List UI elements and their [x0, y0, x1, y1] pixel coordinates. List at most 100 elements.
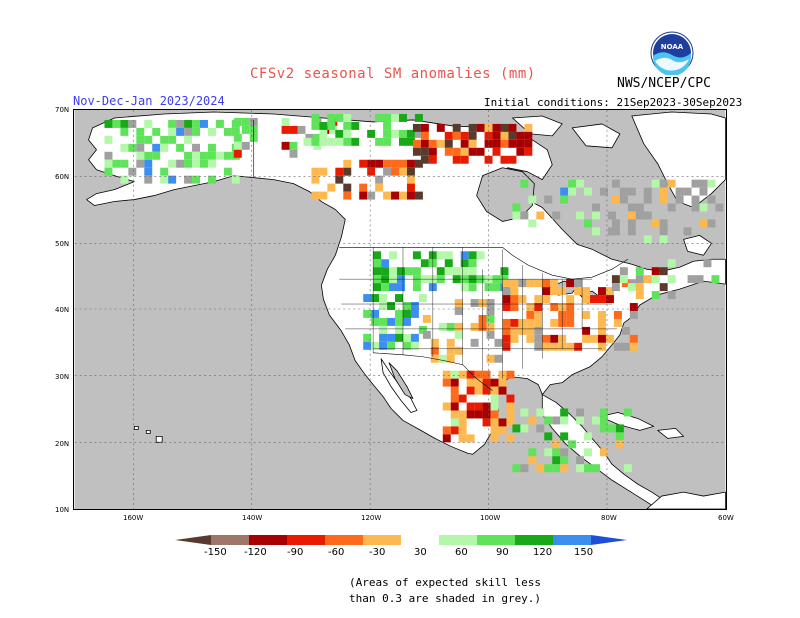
- anomaly-cell: [635, 211, 644, 220]
- anomaly-cell: [520, 211, 529, 220]
- anomaly-cell: [207, 159, 216, 168]
- anomaly-cell: [414, 191, 423, 200]
- colorbar-label-60: 60: [455, 547, 468, 558]
- anomaly-cell: [363, 294, 372, 303]
- anomaly-cell: [490, 426, 499, 435]
- anomaly-cell: [552, 440, 561, 449]
- anomaly-cell: [508, 139, 517, 148]
- anomaly-cell: [363, 341, 372, 350]
- anomaly-cell: [373, 259, 382, 268]
- anomaly-cell: [651, 267, 660, 276]
- anomaly-cell: [418, 294, 427, 303]
- newfoundland: [683, 234, 712, 256]
- anomaly-cell: [450, 370, 459, 379]
- anomaly-cell: [560, 416, 569, 425]
- anomaly-cell: [207, 151, 216, 160]
- anomaly-cell: [560, 195, 569, 204]
- anomaly-cell: [568, 187, 577, 196]
- anomaly-cell: [486, 354, 495, 363]
- anomaly-cell: [476, 123, 485, 132]
- anomaly-cell: [406, 175, 415, 184]
- anomaly-cell: [482, 386, 491, 395]
- anomaly-cell: [502, 318, 511, 327]
- anomaly-cell: [508, 155, 517, 164]
- colorbar-segment: [591, 535, 627, 545]
- anomaly-cell: [526, 310, 535, 319]
- anomaly-cell: [510, 334, 519, 343]
- anomaly-cell: [128, 167, 137, 176]
- colorbar-segment: [249, 535, 287, 545]
- anomaly-cell: [659, 219, 668, 228]
- anomaly-cell: [192, 127, 201, 136]
- anomaly-cell: [231, 127, 240, 136]
- anomaly-cell: [520, 408, 529, 417]
- anomaly-cell: [311, 191, 320, 200]
- anomaly-cell: [605, 295, 614, 304]
- skill-note-line-2: than 0.3 are shaded in grey.): [349, 592, 542, 605]
- anomaly-cell: [223, 151, 232, 160]
- anomaly-cell: [446, 322, 455, 331]
- anomaly-cell: [438, 322, 447, 331]
- anomaly-cell: [200, 151, 208, 160]
- anomaly-cell: [494, 354, 503, 363]
- anomaly-cell: [576, 456, 585, 465]
- anomaly-cell: [508, 131, 517, 140]
- anomaly-cell: [444, 251, 453, 260]
- anomaly-cell: [582, 326, 591, 335]
- anomaly-cell: [136, 159, 145, 168]
- anomaly-cell: [168, 175, 177, 184]
- skill-note-line-1: (Areas of expected skill less: [349, 576, 542, 589]
- anomaly-cell: [144, 175, 153, 184]
- anomaly-cell: [454, 299, 463, 308]
- soil-moisture-map: [73, 109, 727, 510]
- anomaly-cell: [536, 211, 545, 220]
- anomaly-cell: [343, 183, 352, 192]
- anomaly-cell: [399, 113, 407, 122]
- anomaly-cell: [605, 334, 614, 343]
- anomaly-cell: [691, 195, 700, 204]
- anomaly-cell: [399, 159, 407, 168]
- anomaly-cell: [528, 456, 537, 465]
- anomaly-cell: [327, 137, 336, 146]
- anomaly-cell: [695, 275, 704, 284]
- anomaly-cell: [387, 317, 396, 326]
- anomaly-cell: [482, 410, 491, 419]
- anomaly-cell: [241, 125, 250, 134]
- anomaly-cell: [335, 137, 344, 146]
- south-america-edge: [646, 491, 726, 509]
- anomaly-cell: [675, 195, 684, 204]
- anomaly-cell: [506, 410, 515, 419]
- anomaly-cell: [311, 137, 320, 146]
- anomaly-cell: [375, 137, 384, 146]
- anomaly-cell: [458, 434, 467, 443]
- anomaly-cell: [550, 318, 559, 327]
- anomaly-cell: [613, 318, 622, 327]
- anomaly-cell: [442, 378, 451, 387]
- anomaly-cell: [482, 418, 491, 427]
- anomaly-cell: [486, 330, 495, 339]
- anomaly-cell: [550, 342, 559, 351]
- anomaly-cell: [383, 159, 392, 168]
- anomaly-cell: [446, 346, 455, 355]
- anomaly-cell: [420, 131, 429, 140]
- anomaly-cell: [550, 287, 559, 296]
- anomaly-cell: [611, 275, 620, 284]
- anomaly-cell: [470, 322, 479, 331]
- anomaly-cell: [482, 402, 491, 411]
- anomaly-cell: [381, 267, 390, 276]
- anomaly-cell: [534, 303, 543, 311]
- anomaly-cell: [492, 283, 501, 292]
- lon-label-140w: 140W: [242, 514, 263, 522]
- anomaly-cell: [502, 334, 511, 343]
- anomaly-cell: [699, 179, 708, 188]
- anomaly-cell: [468, 259, 477, 268]
- anomaly-cell: [643, 275, 652, 284]
- colorbar-label-neg150: -150: [204, 547, 227, 558]
- anomaly-cell: [615, 440, 624, 449]
- anomaly-cell: [643, 235, 652, 244]
- anomaly-cell: [389, 267, 398, 276]
- anomaly-cell: [335, 129, 344, 138]
- anomaly-cell: [460, 147, 469, 156]
- anomaly-cell: [410, 333, 419, 342]
- anomaly-cell: [367, 191, 376, 200]
